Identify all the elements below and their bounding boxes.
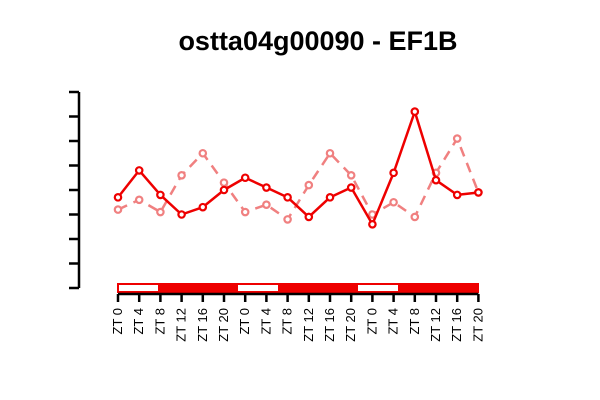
series-line (117, 110, 479, 226)
light-bar-segment (118, 284, 158, 292)
x-tick-label: ZT 0 (237, 308, 252, 335)
y-axis (69, 90, 81, 290)
data-point (389, 197, 398, 207)
data-point (198, 202, 208, 212)
data-point (240, 173, 250, 183)
data-point (219, 185, 229, 195)
x-tick-label: ZT 20 (216, 308, 231, 342)
data-point (156, 207, 165, 217)
light-bar-segment (278, 284, 318, 292)
data-point (325, 148, 335, 158)
data-point (177, 210, 186, 219)
x-tick-label: ZT 8 (407, 308, 422, 335)
x-tick-label: ZT 4 (386, 308, 401, 335)
data-point (134, 195, 144, 205)
light-bar-segment (438, 284, 478, 292)
x-axis: ZT 0 ZT 4 ZT 8 ZT 12 ZT 16 ZT 20 ZT 0 ZT 4 ZT 8 Z… (110, 292, 485, 342)
light-bar-segment (358, 284, 398, 292)
x-tick-label: ZT 20 (470, 308, 485, 342)
light-bar-border (117, 283, 479, 293)
x-tick-label: ZT 8 (280, 308, 295, 335)
chart-title: ostta04g00090 - EF1B (178, 26, 458, 56)
data-point (134, 166, 144, 175)
data-point (346, 183, 356, 192)
data-point (113, 205, 123, 214)
x-tick-label: ZT 4 (258, 308, 273, 335)
series-solid (113, 107, 483, 229)
light-bar-segment (398, 284, 438, 292)
data-point (410, 107, 420, 116)
x-tick-label: ZT 12 (174, 308, 189, 342)
x-tick-label: ZT 8 (152, 308, 167, 335)
x-tick-label: ZT 4 (131, 308, 146, 335)
data-point (219, 178, 229, 187)
data-point (198, 148, 208, 158)
series-layer (113, 107, 483, 229)
series-dashed (113, 134, 483, 224)
x-tick-label: ZT 0 (110, 308, 125, 335)
data-point (474, 188, 483, 197)
data-point (431, 175, 441, 185)
x-tick-label: ZT 16 (195, 308, 210, 342)
data-point (304, 180, 314, 190)
x-tick-label: ZT 20 (343, 308, 358, 342)
x-tick-label: ZT 12 (301, 308, 316, 342)
data-point (156, 190, 165, 200)
x-tick-label: ZT 12 (428, 308, 443, 342)
series-line (117, 137, 480, 221)
data-point (389, 168, 398, 178)
x-tick-label: ZT 16 (322, 308, 337, 342)
data-point (304, 212, 314, 222)
x-tick-label: ZT 16 (449, 308, 464, 342)
data-point (240, 207, 250, 217)
light-bar-segment (238, 284, 278, 292)
data-point (325, 193, 335, 202)
data-point (368, 220, 377, 229)
data-point (452, 134, 462, 143)
data-point (346, 171, 356, 180)
light-bar-segment (198, 284, 238, 292)
data-point (283, 215, 292, 224)
data-point (262, 200, 271, 210)
data-point (283, 193, 292, 202)
data-point (410, 212, 420, 222)
data-point (452, 190, 462, 200)
data-point (177, 171, 186, 180)
data-point (262, 183, 271, 192)
x-tick-label: ZT 0 (364, 308, 379, 335)
light-bar-segment (318, 284, 358, 292)
light-dark-bar (117, 283, 479, 293)
light-bar-segment (158, 284, 198, 292)
data-point (113, 193, 123, 202)
